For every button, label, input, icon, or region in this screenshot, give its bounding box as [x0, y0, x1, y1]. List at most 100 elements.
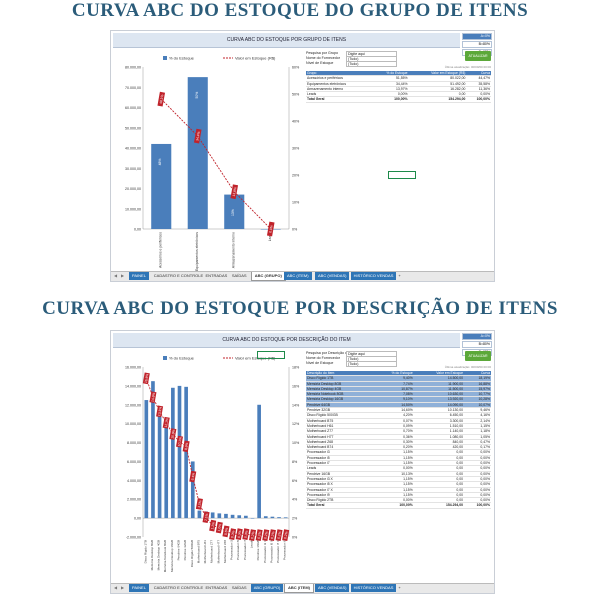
table-row[interactable]: Memória Notebook 8GB 7,08% 10.630,00 10,77% [306, 391, 491, 398]
table-cell[interactable]: Total Geral [306, 96, 372, 103]
table-cell[interactable]: Memória Desktop 4GB [306, 386, 374, 393]
table-cell[interactable]: 420,00 [413, 444, 464, 451]
table-cell[interactable]: Motherboard B74 [306, 444, 374, 451]
table-cell[interactable]: Pendrive 32GB [306, 407, 374, 414]
table-cell[interactable]: Disco Rígido 1TB [306, 375, 374, 382]
table-cell[interactable]: 0,17% [464, 444, 491, 451]
table-cell[interactable]: 1,15% [373, 481, 414, 488]
table-cell[interactable]: 10,28% [464, 396, 491, 403]
filter-row[interactable]: Nível de Estoque (Tudo) [306, 361, 494, 367]
table-cell[interactable]: 16,88% [464, 381, 491, 387]
table-row[interactable]: Processador i7 1,15% 0,00 0,00% [306, 460, 491, 467]
sheet-tab[interactable]: ABC (ITEM) [284, 272, 312, 280]
table-cell[interactable]: 100,00% [373, 502, 414, 509]
table-cell[interactable]: 0,30% [373, 439, 414, 446]
column-header[interactable]: Curva [464, 371, 491, 377]
table-cell[interactable]: Memória Desktop 16GB [306, 396, 374, 403]
table-cell[interactable]: 0,00% [464, 487, 491, 493]
table-cell[interactable]: 154.294,00 [413, 502, 464, 509]
table-cell[interactable]: 10,07% [464, 402, 491, 409]
table-cell[interactable]: Motherboard B75 [306, 418, 374, 424]
table-cell[interactable]: 1.140,00 [413, 428, 464, 435]
table-cell[interactable]: 1,15% [373, 460, 414, 467]
column-header[interactable]: Curva [466, 71, 491, 77]
table-row[interactable]: Processador i7 X 1,15% 0,00 0,00% [306, 487, 491, 493]
table-row[interactable]: Motherboard B74 0,20% 420,00 0,17% [306, 444, 491, 451]
table-row[interactable]: Motherboard H77 0,36% 1.080,00 1,05% [306, 434, 491, 440]
table-row[interactable]: Motherboard Z77 0,70% 1.140,00 1,18% [306, 428, 491, 435]
table-cell[interactable]: 0,70% [373, 428, 414, 435]
table-row[interactable]: Armazenamento interno 13,97% 16.282,00 11,3… [306, 86, 491, 93]
sheet-tab[interactable]: CADASTRO E CONTROLE [153, 273, 204, 278]
table-cell[interactable]: 100,00% [464, 502, 491, 509]
table-cell[interactable]: 14.500,00 [413, 375, 464, 382]
table-cell[interactable]: Motherboard Z68 [306, 439, 374, 446]
table-cell[interactable]: 0,00% [464, 449, 491, 456]
table-cell[interactable]: 35,58% [466, 81, 491, 87]
table-cell[interactable]: 0,00% [464, 471, 491, 477]
sheet-tab[interactable]: ABC (VENDAS) [315, 584, 350, 592]
table-cell[interactable]: 1,15% [373, 476, 414, 483]
table-cell[interactable]: 0,07% [373, 418, 414, 424]
table-cell[interactable]: 0,00 [413, 449, 464, 456]
table-row[interactable]: Acessórios e periféricos 51,55% 80.022,00 4… [306, 75, 491, 82]
table-cell[interactable]: 6.450,00 [413, 412, 464, 419]
table-cell[interactable]: 9,10% [373, 396, 414, 403]
table-cell[interactable]: 0,00% [464, 476, 491, 483]
table-cell[interactable]: 100,00% [466, 96, 491, 103]
filter-row[interactable]: Nível de Estoque (Tudo) [306, 61, 494, 67]
table-cell[interactable]: 0,00% [464, 465, 491, 472]
update-button[interactable]: ATUALIZAR [465, 51, 491, 61]
add-sheet-icon[interactable]: + [398, 273, 401, 278]
table-cell[interactable]: 13,97% [371, 86, 409, 93]
table-cell[interactable]: Processador i3 [306, 449, 374, 456]
table-cell[interactable]: 14,60% [373, 407, 414, 414]
table-cell[interactable]: 0,00% [464, 481, 491, 488]
table-cell[interactable]: 1,15% [373, 492, 414, 499]
column-header[interactable]: % do Estoque [373, 371, 414, 377]
column-header[interactable]: Grupo [306, 71, 372, 77]
table-cell[interactable]: 11.500,00 [413, 386, 464, 393]
table-row[interactable]: Processador i5 1,15% 0,00 0,00% [306, 455, 491, 462]
table-cell[interactable]: Pendrive 64GB [306, 402, 374, 409]
table-cell[interactable]: 10,13% [373, 471, 414, 477]
table-cell[interactable]: Disco Rígido 500GB [306, 412, 374, 419]
table-cell[interactable]: 51.492,00 [408, 81, 467, 87]
table-cell[interactable]: 4,20% [373, 412, 414, 419]
table-cell[interactable]: 0,09% [373, 423, 414, 430]
table-row[interactable]: Leads 0,00% 0,00 0,00% [306, 465, 491, 472]
table-cell[interactable]: Memória Notebook 8GB [306, 391, 374, 398]
table-cell[interactable]: Armazenamento interno [306, 86, 372, 93]
sheet-tab[interactable]: HISTÓRICO VENDAS [350, 584, 397, 592]
sheet-tab[interactable]: ABC (ITEM) [284, 584, 314, 593]
table-cell[interactable]: 0,00 [413, 465, 464, 472]
table-row[interactable]: Processador i5 X 1,15% 0,00 0,00% [306, 481, 491, 488]
stock-level-select[interactable]: (Tudo) [346, 61, 397, 67]
table-row[interactable]: Motherboard B75 0,07% 3.300,00 2,14% [306, 418, 491, 424]
table-row[interactable]: Pendrive 16GB 10,13% 0,00 0,00% [306, 471, 491, 477]
table-cell[interactable]: 0,00 [413, 476, 464, 483]
table-cell[interactable]: Processador i9 [306, 492, 374, 499]
sheet-tab[interactable]: SAÍDAS [231, 273, 247, 278]
table-cell[interactable]: 7,08% [373, 391, 414, 398]
table-cell[interactable]: 51,55% [371, 75, 409, 82]
table-row[interactable]: Equipamentos eletrônicos 34,44% 51.492,00 3… [306, 81, 491, 87]
update-button[interactable]: ATUALIZAR [465, 351, 491, 361]
sheet-tab[interactable]: SAÍDAS [231, 585, 247, 590]
table-cell[interactable]: Motherboard H61 [306, 423, 374, 430]
table-cell[interactable]: 1.080,00 [413, 434, 464, 440]
table-row[interactable]: Motherboard Z68 0,30% 840,00 0,47% [306, 439, 491, 446]
sheet-tab[interactable]: PAINEL [129, 272, 149, 280]
table-cell[interactable]: Processador i3 X [306, 476, 374, 483]
tab-prev-icon[interactable]: ◀ [114, 273, 118, 278]
table-cell[interactable]: 9,40% [373, 375, 414, 382]
table-row[interactable]: Pendrive 32GB 14,60% 10.130,00 9,46% [306, 407, 491, 414]
table-cell[interactable]: 1,05% [464, 434, 491, 440]
table-cell[interactable]: 1,18% [464, 428, 491, 435]
table-cell[interactable]: 80.022,00 [408, 75, 467, 82]
table-cell[interactable]: Leads [306, 465, 374, 472]
table-cell[interactable]: 3.300,00 [413, 418, 464, 424]
table-cell[interactable]: 0,00 [413, 492, 464, 499]
table-cell[interactable]: 840,00 [413, 439, 464, 446]
table-row[interactable]: Memória Desktop 4GB 10,87% 11.500,00 15,97% [306, 386, 491, 393]
